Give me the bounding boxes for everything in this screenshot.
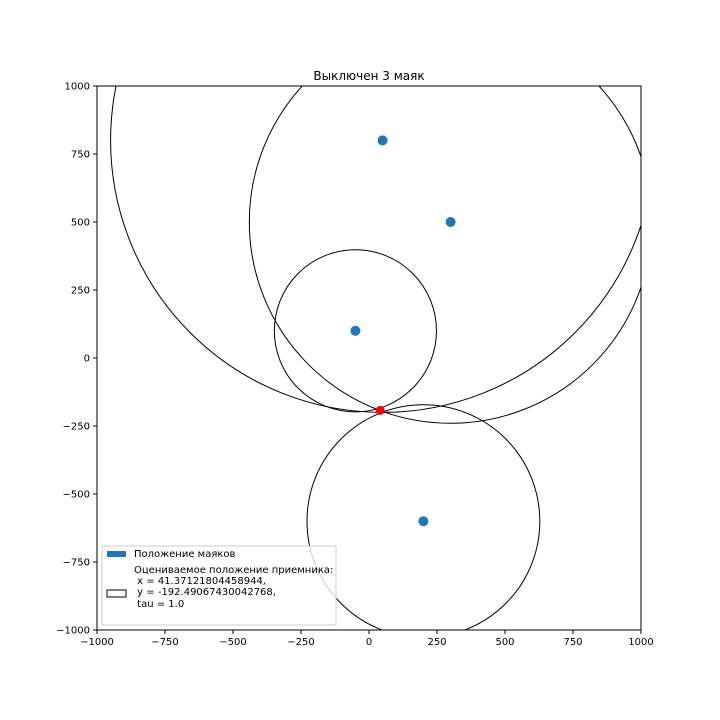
legend-receiver-line-2: x = 41.37121804458944, [134, 576, 266, 587]
legend-receiver-swatch [106, 589, 127, 598]
receiver-point [375, 405, 385, 415]
distance-circle-4 [306, 404, 541, 630]
y-tick-label: 250 [71, 286, 90, 297]
beacon-point-1 [377, 135, 388, 146]
x-tick-label: 750 [563, 637, 582, 648]
y-tick-label: −750 [63, 558, 90, 569]
x-tick-label: 0 [366, 637, 372, 648]
x-axis: −1000 −750 −500 −250 0 250 500 750 1000 [80, 630, 654, 648]
beacon-point-3 [350, 325, 361, 336]
y-axis: −1000 −750 −500 −250 0 250 500 750 1000 [56, 82, 97, 637]
circles-layer [110, 86, 641, 630]
distance-circle-3 [273, 249, 437, 413]
y-tick-label: 1000 [65, 82, 90, 93]
y-tick-label: 0 [84, 354, 90, 365]
chart-title: Выключен 3 маяк [313, 69, 424, 83]
legend-receiver-line-1: Оцениваемое положение приемника: [134, 565, 333, 576]
legend-beacon-label: Положение маяков [134, 549, 236, 560]
x-tick-label: 500 [495, 637, 514, 648]
x-tick-label: −500 [219, 637, 246, 648]
y-tick-label: 750 [71, 150, 90, 161]
points-layer [350, 135, 456, 527]
distance-circle-1 [110, 86, 641, 413]
x-tick-label: −250 [287, 637, 314, 648]
beacon-point-2 [445, 217, 456, 227]
y-tick-label: 500 [71, 218, 90, 229]
legend-beacon-swatch [107, 551, 126, 557]
distance-circle-2 [248, 86, 641, 424]
x-tick-label: 1000 [628, 637, 653, 648]
legend-receiver-line-3: y = -192.49067430042768, [134, 587, 276, 598]
plot-area [96, 85, 642, 631]
beacon-point-4 [418, 516, 429, 527]
y-tick-label: −1000 [56, 626, 90, 637]
x-tick-label: 250 [427, 637, 446, 648]
x-tick-label: −1000 [80, 637, 114, 648]
x-tick-label: −750 [151, 637, 178, 648]
legend-receiver-line-4: tau = 1.0 [134, 599, 184, 610]
y-tick-label: −250 [63, 422, 90, 433]
legend: Положение маяков Оцениваемое положение п… [101, 545, 337, 626]
legend-box [101, 545, 337, 626]
y-tick-label: −500 [63, 490, 90, 501]
